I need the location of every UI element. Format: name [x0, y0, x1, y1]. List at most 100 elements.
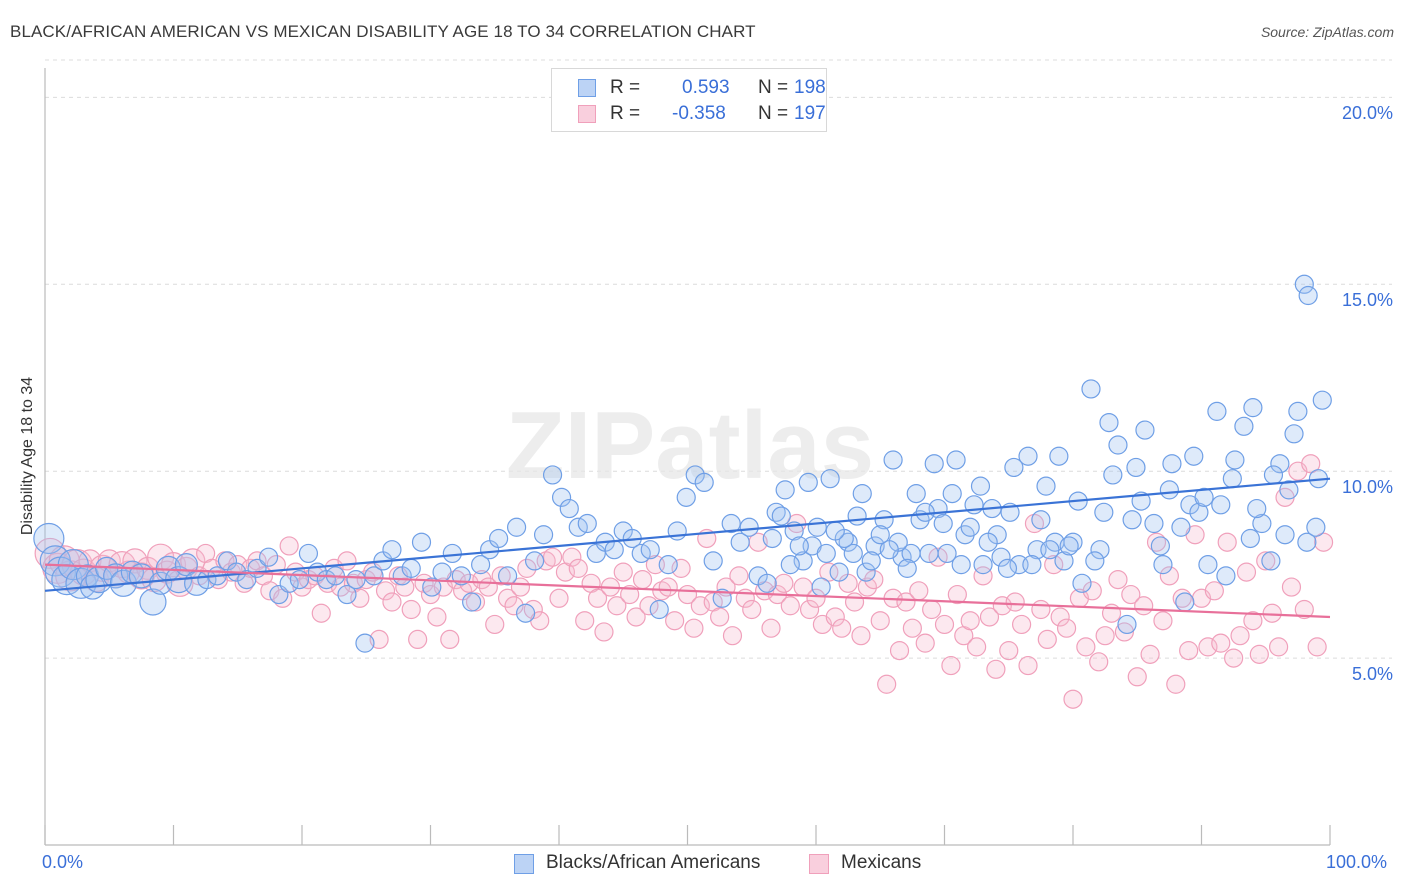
mexicans-point [915, 633, 935, 653]
blacks-point [843, 543, 863, 564]
blacks-point [1054, 551, 1074, 571]
blacks-point [498, 566, 518, 586]
blacks-point [422, 577, 442, 597]
mexicans-point [710, 607, 730, 627]
legend-n-label: N = [758, 103, 789, 124]
chart-title: BLACK/AFRICAN AMERICAN VS MEXICAN DISABI… [10, 22, 756, 41]
y-tick-label: 15.0% [1341, 290, 1393, 311]
blacks-point [1085, 551, 1105, 571]
blacks-point [1022, 555, 1042, 575]
blacks-point [1189, 502, 1209, 522]
blacks-point [1150, 536, 1170, 556]
blacks-point [1059, 536, 1079, 556]
mexicans-trend-line [44, 563, 1331, 619]
blacks-point [856, 562, 876, 582]
mexicans-point [973, 566, 993, 586]
blacks-point [811, 577, 831, 597]
mexicans-point [1031, 599, 1051, 620]
legend-n-value: 198 [794, 77, 826, 98]
watermark: ZIPatlas [506, 392, 874, 499]
blacks-point [676, 487, 696, 507]
mexicans-point [626, 607, 646, 627]
blacks-point [793, 551, 813, 571]
mexicans-point [542, 547, 563, 567]
mexicans-point [1140, 644, 1160, 664]
blacks-point [973, 555, 993, 575]
mexicans-point [369, 629, 389, 650]
blacks-point [825, 521, 845, 541]
y-tick-label: 20.0% [1341, 103, 1393, 124]
mexicans-point [922, 599, 942, 620]
mexicans-point [1307, 637, 1327, 657]
blacks-point [1252, 513, 1272, 534]
mexicans-point [575, 611, 595, 631]
legend-swatch-pink [578, 105, 596, 123]
mexicans-point [1249, 644, 1269, 664]
blacks-point [1072, 573, 1092, 593]
blacks-point [337, 584, 357, 605]
mexicans-point [960, 611, 980, 631]
blacks-point [1270, 454, 1290, 474]
blacks-point [506, 517, 527, 537]
blacks-point [1063, 532, 1083, 552]
mexicans-point [658, 577, 678, 597]
blacks-point [401, 558, 421, 578]
blacks-point [1135, 420, 1155, 440]
blacks-point [640, 540, 660, 560]
blacks-point [703, 551, 723, 571]
blacks-point [298, 543, 319, 564]
mexicans-point [1236, 562, 1257, 582]
blacks-points [33, 274, 1332, 653]
blacks-point [694, 472, 714, 493]
mexicans-point [440, 629, 460, 650]
x-tick-min: 0.0% [42, 852, 84, 872]
mexicans-point [562, 547, 582, 567]
blacks-point [1198, 555, 1218, 575]
blacks-point [1081, 379, 1101, 399]
mexicans-point [941, 655, 961, 676]
mexicans-point [337, 551, 357, 571]
blacks-point [1040, 540, 1060, 560]
mexicans-point [870, 611, 890, 631]
mexicans-point [1179, 641, 1199, 661]
blacks-point [919, 543, 939, 564]
blacks-point [757, 573, 777, 593]
blacks-point [442, 543, 462, 564]
mexicans-point [1011, 614, 1032, 635]
blacks-point [970, 476, 991, 496]
mexicans-point [684, 618, 704, 638]
mexicans-point [1153, 611, 1173, 631]
blacks-point [559, 498, 579, 519]
blacks-point [1126, 457, 1146, 478]
mexicans-point [832, 618, 852, 638]
blacks-point [1225, 450, 1245, 470]
mexicans-point [889, 641, 910, 661]
blacks-point [924, 454, 944, 474]
blacks-point [1234, 416, 1254, 436]
blacks-point [960, 517, 980, 537]
blacks-point [577, 513, 597, 534]
blacks-point [1247, 498, 1267, 519]
blacks-point [1243, 398, 1263, 418]
mexicans-point [1217, 532, 1237, 552]
mexicans-point [1281, 577, 1302, 597]
mexicans-point [947, 584, 967, 605]
legend-r-value: -0.358 [672, 103, 726, 124]
blacks-point [1099, 412, 1119, 433]
mexicans-point [549, 588, 569, 608]
mexicans-point [1056, 618, 1077, 638]
blacks-point [861, 551, 881, 571]
blacks-point [1144, 513, 1164, 534]
blacks-point [1297, 532, 1317, 552]
mexicans-point [1121, 584, 1141, 605]
correlation-legend: R = 0.593 N = 198 R = -0.358 N = 197 [551, 68, 827, 132]
mexicans-point [774, 573, 794, 593]
legend-r-label: R = [610, 103, 641, 124]
blacks-point [1036, 476, 1056, 496]
blacks-point [852, 484, 872, 504]
blacks-point [915, 502, 935, 522]
blacks-point [942, 484, 962, 504]
blacks-point [798, 472, 818, 493]
mexicans-point [1108, 569, 1128, 590]
mexicans-point [967, 637, 987, 657]
